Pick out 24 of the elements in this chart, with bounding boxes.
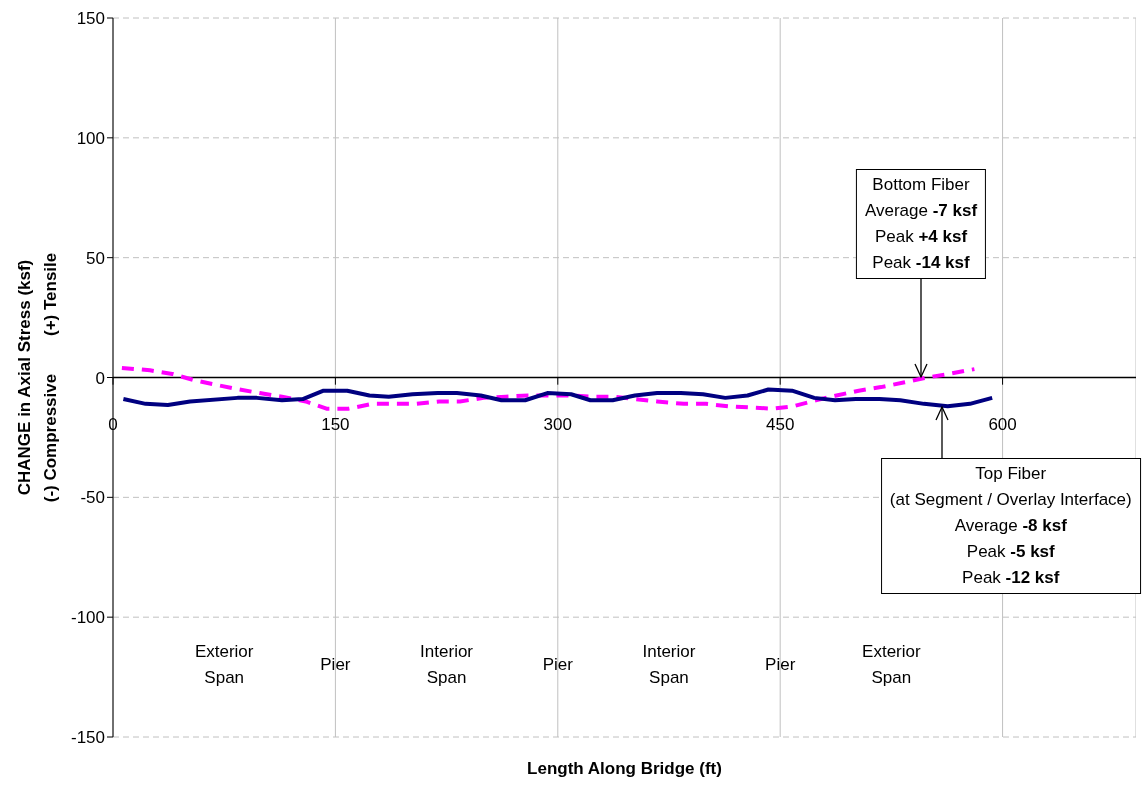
annotation: Exterior Span (862, 641, 921, 690)
y-tick-label: 0 (95, 368, 105, 388)
x-tick-label: 600 (988, 414, 1017, 434)
x-tick-label: 300 (543, 414, 572, 434)
annotation: Interior Span (642, 641, 696, 690)
annotation: Bottom Fiber Average -7 ksf Peak +4 ksf Peak -14 ksf (864, 173, 978, 274)
annotation: Interior Span (420, 641, 474, 690)
y-tick-label: 150 (76, 9, 105, 29)
annotation: Top Fiber (at Segment / Overlay Interface) Average -8 ksf Peak -5 ksf Peak -12 ksf (889, 463, 1132, 590)
x-tick-label: 150 (321, 414, 350, 434)
y-tick-label: 50 (86, 248, 105, 268)
annotation: Pier (542, 654, 573, 677)
x-tick-label: 450 (765, 414, 795, 434)
y-tick-label: -50 (80, 488, 105, 508)
line-series (119, 365, 977, 411)
annotation: Pier (765, 654, 796, 677)
x-axis-title: Length Along Bridge (ft) (527, 759, 722, 778)
annotation: Pier (320, 654, 351, 677)
annotation: Exterior Span (194, 641, 254, 690)
y-tick-label: 100 (76, 128, 105, 148)
y-tick-label: -100 (70, 608, 105, 628)
line-series (121, 387, 995, 409)
y-tick-label: -150 (70, 728, 105, 748)
y-axis-title: CHANGE in Axial Stress (ksf) (-) Compressive (+) Tensile (15, 252, 60, 503)
